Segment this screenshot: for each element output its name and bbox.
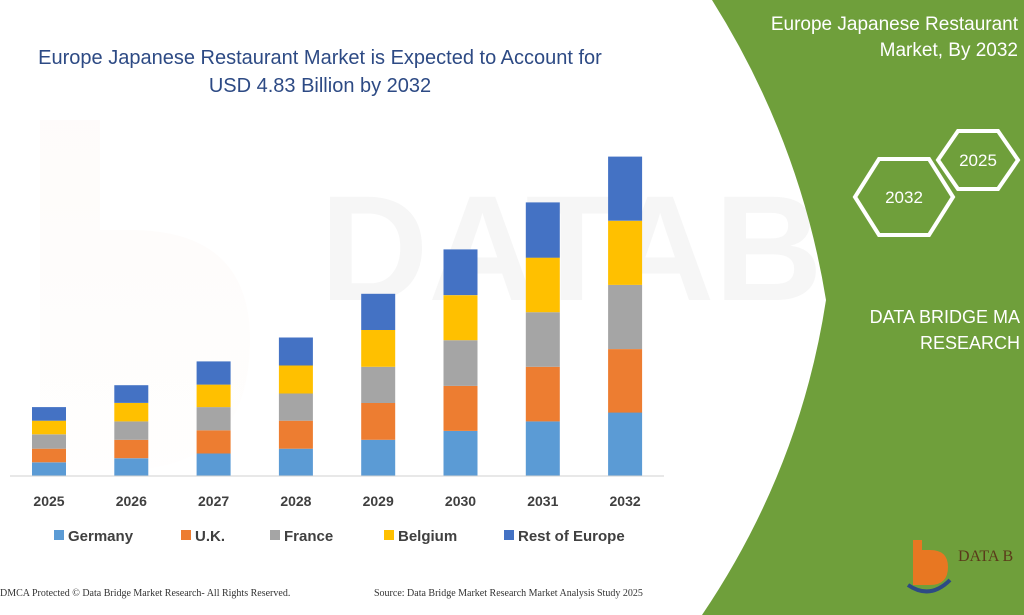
legend-swatch-france	[270, 530, 280, 540]
bar-2031-germany	[525, 421, 560, 476]
bar-2032-france	[608, 284, 643, 349]
hex-front-label: 2032	[885, 188, 923, 207]
legend-swatch-germany	[54, 530, 64, 540]
legend-label-germany: Germany	[68, 528, 134, 545]
x-tick-label-2025: 2025	[33, 493, 64, 509]
side-panel-title: Europe Japanese Restaurant Market, By 20…	[738, 12, 1018, 64]
stacked-bar-chart: 2025 2026 2027 2028 2029 2030 2031 2032 Germany…	[10, 156, 664, 545]
bar-2025-u-k	[32, 448, 66, 463]
bar-2026-u-k	[114, 439, 149, 459]
hexagon-2032: 2032	[852, 157, 956, 237]
bar-2027-germany	[196, 453, 231, 476]
logo-icon	[906, 540, 952, 594]
bar-2029-u-k	[361, 403, 396, 440]
legend-swatch-rest-of-europe	[504, 530, 514, 540]
bar-2031-belgium	[525, 257, 560, 313]
bar-2027-rest-of-europe	[196, 361, 231, 385]
x-tick-label-2026: 2026	[116, 493, 147, 509]
bar-2026-belgium	[114, 403, 149, 422]
bar-2029-germany	[361, 439, 396, 476]
legend-swatch-u-k	[181, 530, 191, 540]
bar-2029-rest-of-europe	[361, 293, 396, 330]
x-tick-label-2032: 2032	[610, 493, 641, 509]
bar-2028-france	[278, 393, 313, 421]
bar-2031-france	[525, 312, 560, 367]
brand-name-line1: DATA BRIDGE MA	[869, 307, 1020, 327]
bars-group	[32, 156, 643, 476]
copyright-notice: DMCA Protected © Data Bridge Market Rese…	[0, 588, 291, 599]
legend: Germany U.K. France Belgium Rest of Europe	[54, 528, 625, 545]
legend-swatch-belgium	[384, 530, 394, 540]
bar-2029-france	[361, 366, 396, 403]
legend-label-belgium: Belgium	[398, 528, 457, 545]
bar-2030-u-k	[443, 385, 478, 431]
bar-2026-rest-of-europe	[114, 385, 149, 403]
x-axis-ticks: 2025 2026 2027 2028 2029 2030 2031 2032	[33, 493, 640, 509]
bar-2025-rest-of-europe	[32, 407, 66, 421]
bar-2030-rest-of-europe	[443, 249, 478, 296]
legend-label-france: France	[284, 528, 333, 545]
hex-back-label: 2025	[959, 151, 997, 170]
bar-2027-u-k	[196, 430, 231, 454]
hexagon-2025: 2025	[935, 129, 1021, 191]
chart-title: Europe Japanese Restaurant Market is Exp…	[0, 44, 640, 100]
bar-2027-france	[196, 407, 231, 431]
bar-2026-germany	[114, 458, 149, 476]
bar-2030-belgium	[443, 295, 478, 341]
legend-label-rest-of-europe: Rest of Europe	[518, 528, 625, 545]
bar-2028-germany	[278, 448, 313, 476]
source-note: Source: Data Bridge Market Research Mark…	[374, 588, 643, 599]
bar-2027-belgium	[196, 384, 231, 408]
bar-2025-belgium	[32, 420, 66, 435]
bar-2028-rest-of-europe	[278, 337, 313, 366]
x-tick-label-2030: 2030	[445, 493, 476, 509]
bar-2026-france	[114, 421, 149, 440]
x-tick-label-2031: 2031	[527, 493, 558, 509]
bar-2028-belgium	[278, 365, 313, 394]
bar-2029-belgium	[361, 330, 396, 367]
bar-2032-germany	[608, 412, 643, 476]
bar-2032-rest-of-europe	[608, 156, 643, 221]
brand-name-line2: RESEARCH	[919, 333, 1020, 353]
bar-2031-u-k	[525, 366, 560, 422]
chart-title-line1: Europe Japanese Restaurant Market is Exp…	[38, 47, 602, 69]
bar-2028-u-k	[278, 420, 313, 449]
bar-2032-u-k	[608, 349, 643, 413]
x-tick-label-2028: 2028	[280, 493, 311, 509]
x-tick-label-2029: 2029	[363, 493, 394, 509]
logo-text: DATA B	[958, 548, 1014, 565]
brand-name: DATA BRIDGE MA RESEARCH	[820, 304, 1020, 356]
bar-2032-belgium	[608, 220, 643, 285]
bar-2025-germany	[32, 462, 66, 476]
side-panel-title-line1: Europe Japanese Restaurant	[770, 14, 1018, 35]
chart-title-line2: USD 4.83 Billion by 2032	[208, 75, 432, 97]
legend-label-u-k: U.K.	[195, 528, 225, 545]
side-panel-title-line2: Market, By 2032	[879, 40, 1018, 61]
bar-2030-germany	[443, 431, 478, 476]
bar-2030-france	[443, 340, 478, 386]
bar-2025-france	[32, 434, 66, 449]
x-tick-label-2027: 2027	[198, 493, 229, 509]
bar-2031-rest-of-europe	[525, 202, 560, 258]
